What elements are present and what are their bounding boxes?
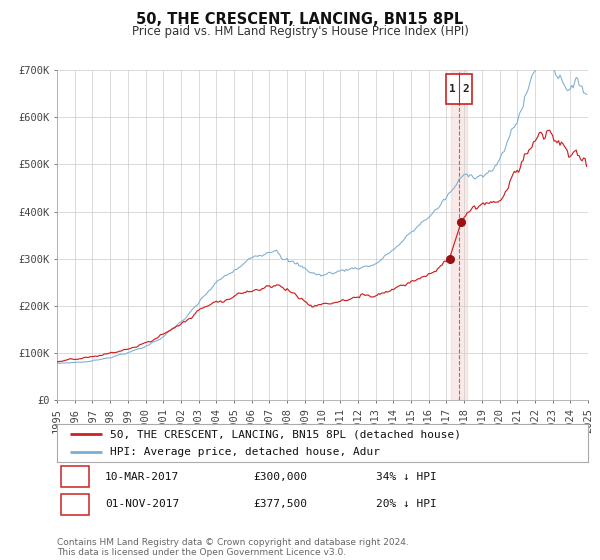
- Text: 1: 1: [449, 84, 455, 94]
- Text: Contains HM Land Registry data © Crown copyright and database right 2024.
This d: Contains HM Land Registry data © Crown c…: [57, 538, 409, 557]
- Text: 01-NOV-2017: 01-NOV-2017: [105, 500, 179, 509]
- Bar: [451, 70, 467, 400]
- Text: 10-MAR-2017: 10-MAR-2017: [105, 472, 179, 482]
- FancyBboxPatch shape: [61, 494, 89, 515]
- FancyBboxPatch shape: [61, 466, 89, 487]
- Text: 2: 2: [71, 500, 79, 509]
- Text: 1: 1: [71, 472, 79, 482]
- Text: 50, THE CRESCENT, LANCING, BN15 8PL: 50, THE CRESCENT, LANCING, BN15 8PL: [136, 12, 464, 27]
- Text: 2: 2: [462, 84, 469, 94]
- FancyBboxPatch shape: [446, 74, 472, 104]
- Text: HPI: Average price, detached house, Adur: HPI: Average price, detached house, Adur: [110, 447, 380, 457]
- Text: £377,500: £377,500: [253, 500, 307, 509]
- Text: £300,000: £300,000: [253, 472, 307, 482]
- Text: 34% ↓ HPI: 34% ↓ HPI: [376, 472, 436, 482]
- Text: Price paid vs. HM Land Registry's House Price Index (HPI): Price paid vs. HM Land Registry's House …: [131, 25, 469, 38]
- Text: 50, THE CRESCENT, LANCING, BN15 8PL (detached house): 50, THE CRESCENT, LANCING, BN15 8PL (det…: [110, 429, 461, 439]
- Text: 20% ↓ HPI: 20% ↓ HPI: [376, 500, 436, 509]
